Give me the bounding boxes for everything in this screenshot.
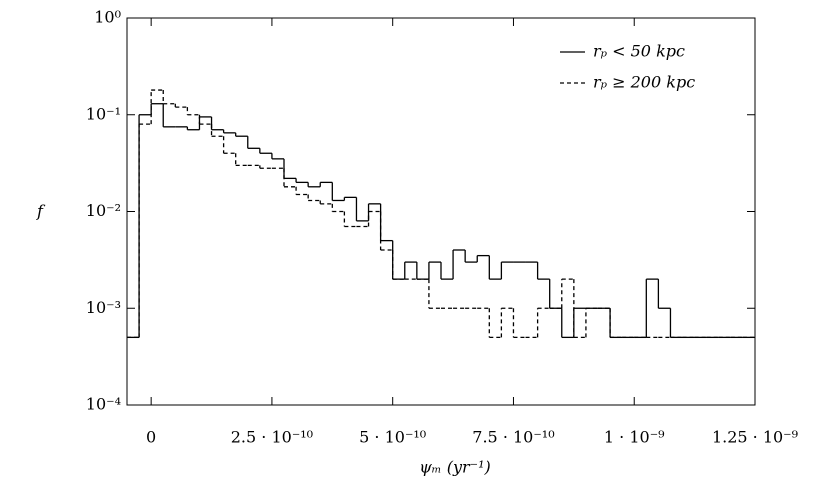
x-tick-label: 7.5 · 10⁻¹⁰ <box>472 428 554 447</box>
y-tick-label: 10⁻¹ <box>86 104 121 123</box>
y-tick-label: 10⁻³ <box>86 298 121 317</box>
y-tick-label: 10⁰ <box>94 8 121 27</box>
x-tick-label: 2.5 · 10⁻¹⁰ <box>231 428 313 447</box>
legend-label: rₚ < 50 kpc <box>593 42 685 61</box>
y-axis-label: f <box>36 202 46 221</box>
y-tick-label: 10⁻² <box>86 201 121 220</box>
x-tick-label: 0 <box>146 428 156 447</box>
x-tick-label: 1 · 10⁻⁹ <box>604 428 665 447</box>
x-tick-label: 1.25 · 10⁻⁹ <box>712 428 799 447</box>
x-tick-label: 5 · 10⁻¹⁰ <box>359 428 426 447</box>
x-axis-label: ψₘ (yr⁻¹) <box>419 458 490 477</box>
y-tick-label: 10⁻⁴ <box>86 395 121 414</box>
legend-label: rₚ ≥ 200 kpc <box>593 73 695 92</box>
